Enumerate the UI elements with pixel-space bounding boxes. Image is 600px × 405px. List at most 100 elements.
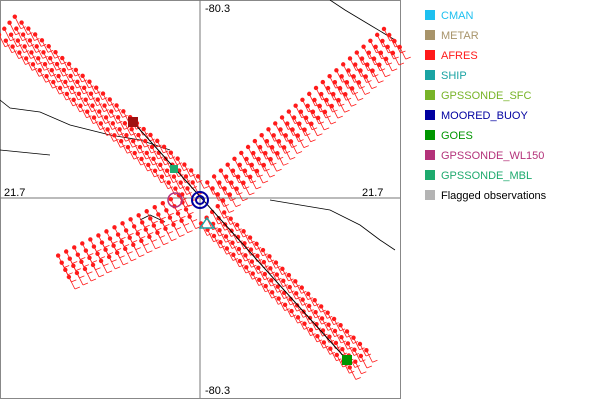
barb-flag — [203, 185, 210, 189]
barb — [43, 52, 50, 65]
barb-flag — [278, 156, 284, 160]
barb-flag — [311, 127, 318, 131]
barb — [75, 69, 83, 83]
barb — [124, 123, 132, 136]
barb — [163, 146, 171, 159]
barb — [334, 82, 342, 95]
barb — [19, 52, 26, 65]
barb — [3, 28, 11, 41]
barb — [226, 248, 234, 261]
track-start — [128, 117, 138, 127]
barb-flag — [42, 56, 48, 59]
barb-flag — [163, 242, 169, 246]
left-label: 21.7 — [4, 187, 25, 199]
barb-flag — [79, 275, 85, 279]
coastline — [329, 0, 396, 41]
barb — [80, 105, 87, 118]
legend-swatch — [425, 50, 435, 60]
barb-flag — [131, 240, 138, 243]
barb — [266, 141, 274, 154]
barb — [146, 211, 154, 224]
barb-flag — [228, 210, 235, 213]
barb — [68, 63, 76, 77]
barb — [385, 58, 393, 72]
barb — [356, 52, 364, 65]
barb-flag — [96, 249, 102, 252]
legend-label: SHIP — [441, 70, 467, 82]
barb — [106, 231, 113, 244]
barb — [310, 329, 318, 343]
barb — [181, 194, 189, 207]
barb — [249, 237, 257, 250]
barb-flag — [54, 55, 60, 59]
obs-dot — [276, 296, 281, 301]
barb — [370, 40, 377, 53]
barb — [239, 164, 247, 178]
barb-flag — [337, 115, 343, 119]
barb-flag — [62, 73, 69, 77]
barb-flag — [108, 103, 115, 106]
barb — [173, 176, 181, 189]
barb-flag — [28, 44, 35, 47]
barb — [302, 99, 309, 112]
barb — [151, 146, 159, 160]
barb-flag — [11, 50, 17, 54]
barb — [238, 248, 246, 262]
obs-dot — [0, 32, 2, 37]
track — [132, 121, 348, 361]
barb — [363, 46, 370, 59]
barb-flag — [298, 139, 304, 142]
barb-flag — [79, 109, 85, 113]
barb — [127, 146, 135, 160]
barb-flag — [119, 255, 125, 259]
barb-flag — [147, 250, 153, 254]
barb — [56, 63, 64, 77]
obs-dot — [358, 353, 364, 359]
barb — [277, 153, 284, 166]
barb-flag — [135, 247, 141, 251]
barb-flag — [191, 219, 198, 222]
barb — [230, 218, 238, 231]
barb — [57, 255, 65, 268]
barb — [65, 251, 73, 264]
barb — [376, 34, 384, 48]
coastline — [139, 214, 166, 223]
barb — [298, 123, 306, 136]
barb-flag — [345, 97, 352, 101]
barb — [285, 135, 293, 148]
obs-dot — [325, 85, 331, 91]
obs-dot — [302, 321, 307, 326]
barb-flag — [352, 91, 359, 95]
barb-flag — [344, 109, 350, 113]
barb-flag — [52, 85, 58, 89]
barb — [141, 158, 148, 172]
barb — [294, 281, 302, 294]
barb — [25, 58, 33, 71]
barb — [331, 105, 339, 119]
obs-dot — [268, 266, 273, 271]
barb-flag — [180, 215, 186, 219]
barb — [264, 273, 272, 287]
barb — [373, 58, 381, 71]
legend: CMAN METAR AFRES SHIP GPSSONDE_SFC MOORED_BUO… — [425, 10, 547, 202]
barb-flag — [22, 38, 28, 42]
barb-flag — [296, 151, 303, 154]
barb-flag — [378, 80, 384, 84]
barb-flag — [351, 103, 357, 107]
barb — [237, 236, 245, 250]
barb — [336, 354, 344, 368]
top-label: -80.3 — [205, 3, 230, 15]
obs-dot — [281, 278, 286, 284]
barb — [146, 152, 154, 166]
barb-flag — [139, 150, 145, 154]
barb — [297, 135, 305, 148]
barb-flag — [120, 236, 126, 240]
barb — [156, 140, 164, 154]
barb — [278, 298, 285, 311]
obs-dot — [288, 139, 294, 144]
barb — [162, 203, 170, 216]
barb-flag — [132, 144, 138, 148]
barb-flag — [152, 220, 158, 224]
barb — [63, 69, 71, 83]
barb-flag — [106, 133, 112, 136]
